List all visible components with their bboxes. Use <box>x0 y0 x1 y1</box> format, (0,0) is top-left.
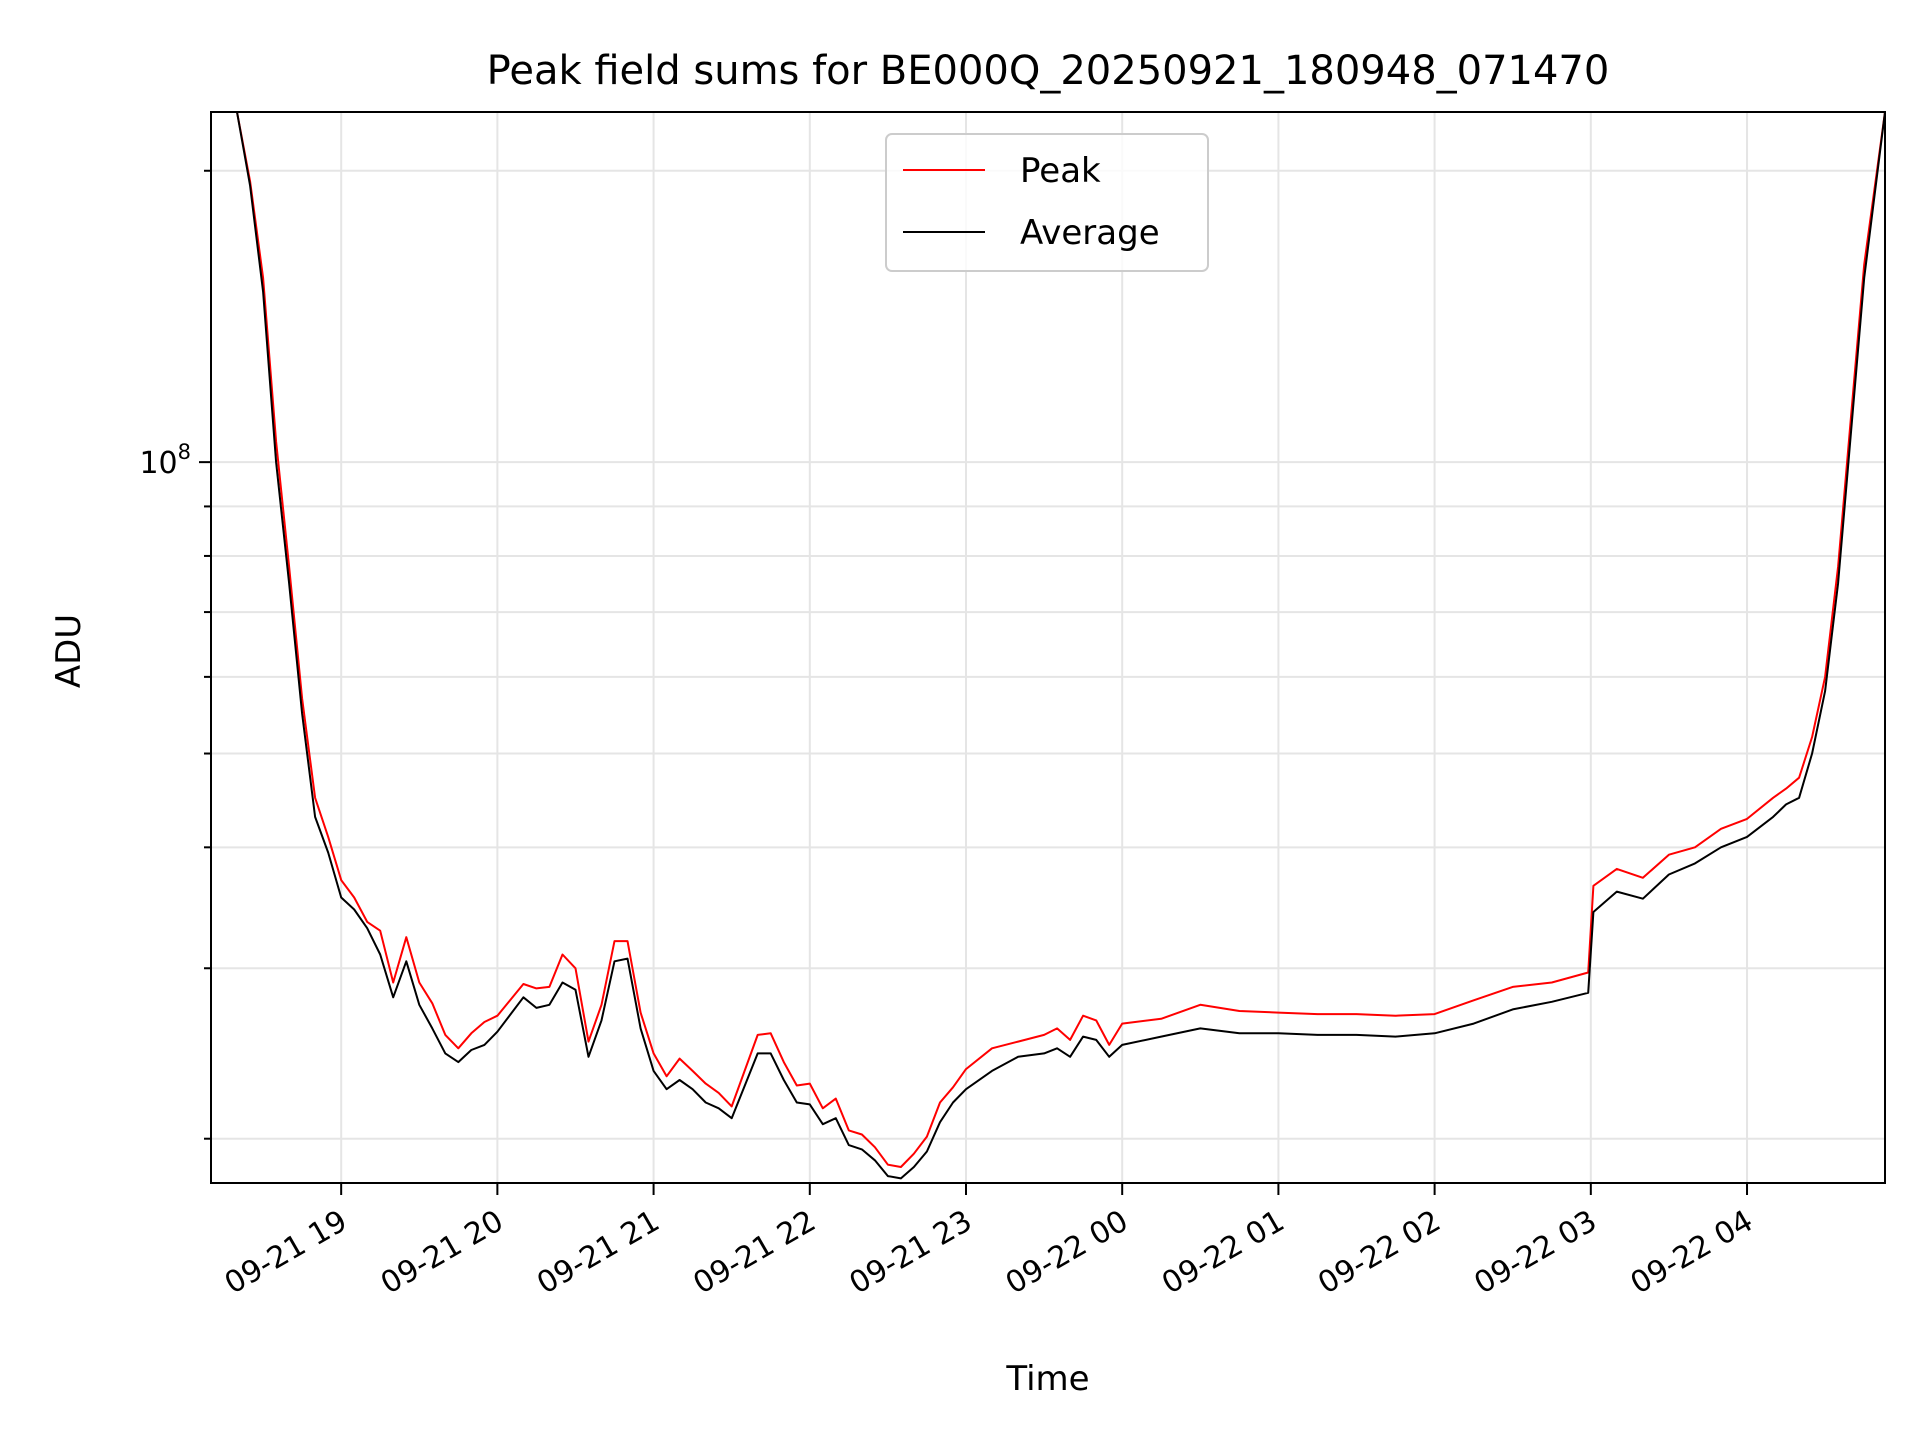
x-tick-label: 09-21 23 <box>844 1204 978 1302</box>
x-tick-label: 09-21 20 <box>375 1204 509 1302</box>
legend-label-peak: Peak <box>1020 151 1101 191</box>
legend: Peak Average <box>885 133 1209 272</box>
x-tick-label: 09-21 22 <box>687 1204 821 1302</box>
x-tick-label: 09-22 03 <box>1468 1204 1602 1302</box>
legend-label-average: Average <box>1020 213 1160 253</box>
x-axis-label: Time <box>1005 1359 1089 1399</box>
x-tick-label: 09-22 01 <box>1156 1204 1290 1302</box>
x-ticks: 09-21 19 09-21 20 09-21 21 09-21 22 09-21 23… <box>219 1183 1759 1301</box>
plot-frame <box>210 111 1886 1184</box>
series-line-average <box>211 112 1885 1180</box>
series-layer <box>211 112 1885 1180</box>
x-tick-label: 09-22 04 <box>1625 1204 1759 1302</box>
x-tick-label: 09-21 19 <box>219 1204 353 1302</box>
y-tick-label: 108 <box>139 440 191 481</box>
series-line-peak <box>211 112 1885 1168</box>
x-tick-label: 09-22 00 <box>1000 1204 1134 1302</box>
y-ticks: 108 <box>139 169 211 1140</box>
grid <box>211 112 1885 1183</box>
chart-title: Peak field sums for BE000Q_20250921_1809… <box>487 48 1610 94</box>
legend-box <box>885 133 1209 272</box>
x-tick-label: 09-21 21 <box>531 1204 665 1302</box>
y-axis-label: ADU <box>49 614 89 688</box>
x-tick-label: 09-22 02 <box>1312 1204 1446 1302</box>
